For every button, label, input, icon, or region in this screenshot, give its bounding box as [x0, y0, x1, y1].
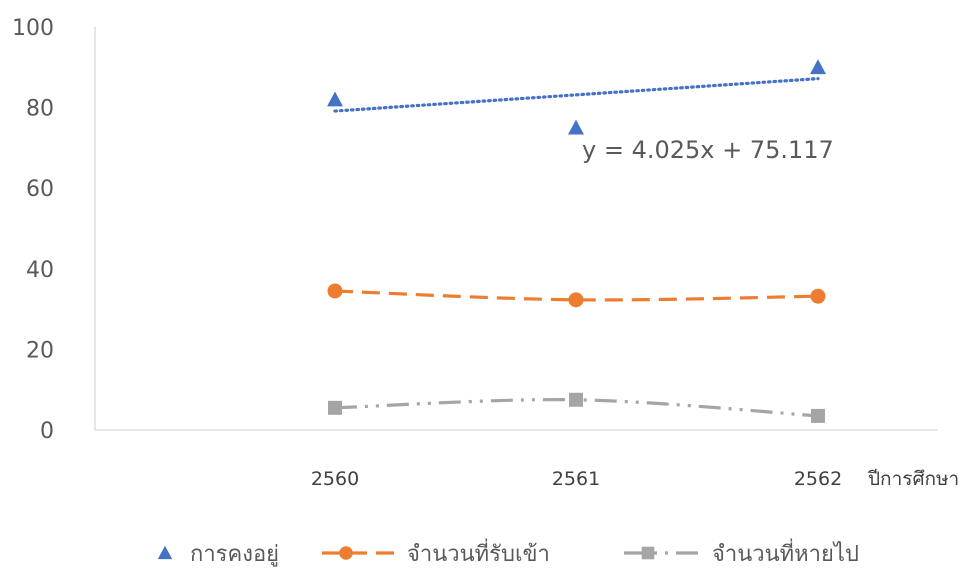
- series-circle: [327, 283, 826, 308]
- x-axis-title: ปีการศึกษา: [867, 468, 959, 490]
- y-tick-label: 40: [26, 258, 54, 283]
- y-tick-label: 80: [26, 97, 54, 122]
- legend-item: การคงอยู่: [157, 542, 279, 567]
- legend-swatch-marker: [641, 546, 655, 560]
- y-tick-label: 60: [26, 177, 54, 202]
- legend-item: จำนวนที่หายไป: [624, 538, 859, 567]
- y-tick-label: 0: [40, 419, 54, 444]
- y-tick-label: 20: [26, 338, 54, 363]
- series-line: [334, 289, 819, 302]
- data-point: [810, 288, 826, 304]
- legend-label: จำนวนที่หายไป: [712, 538, 859, 567]
- trendline: [333, 77, 820, 113]
- legend-swatch-marker: [157, 545, 173, 560]
- y-tick-label: 100: [12, 16, 54, 41]
- legend-label: จำนวนที่รับเข้า: [407, 538, 550, 567]
- x-tick-label: 2562: [794, 468, 842, 490]
- y-axis-ticks: 0 20 40 60 80 100: [12, 16, 54, 444]
- legend-swatch-marker: [339, 546, 353, 560]
- data-point: [810, 59, 826, 75]
- legend-label: การคงอยู่: [190, 542, 279, 567]
- trendline-equation: y = 4.025x + 75.117: [582, 136, 834, 164]
- x-tick-label: 2560: [311, 468, 359, 490]
- data-point: [811, 408, 825, 423]
- series-line: [334, 398, 819, 418]
- x-axis-ticks: 2560 2561 2562: [311, 468, 842, 490]
- data-point: [568, 119, 584, 135]
- x-tick-label: 2561: [552, 468, 600, 490]
- series-square: [328, 392, 825, 423]
- data-point: [569, 392, 583, 407]
- data-point: [568, 292, 584, 308]
- data-point: [328, 400, 342, 415]
- data-point: [327, 91, 343, 107]
- series-triangle: [327, 59, 826, 135]
- legend-item: จำนวนที่รับเข้า: [322, 538, 550, 567]
- data-point: [327, 283, 343, 299]
- legend: การคงอยู่ จำนวนที่รับเข้า จำนวนที่หายไป: [157, 538, 859, 567]
- series-layer: [327, 59, 826, 423]
